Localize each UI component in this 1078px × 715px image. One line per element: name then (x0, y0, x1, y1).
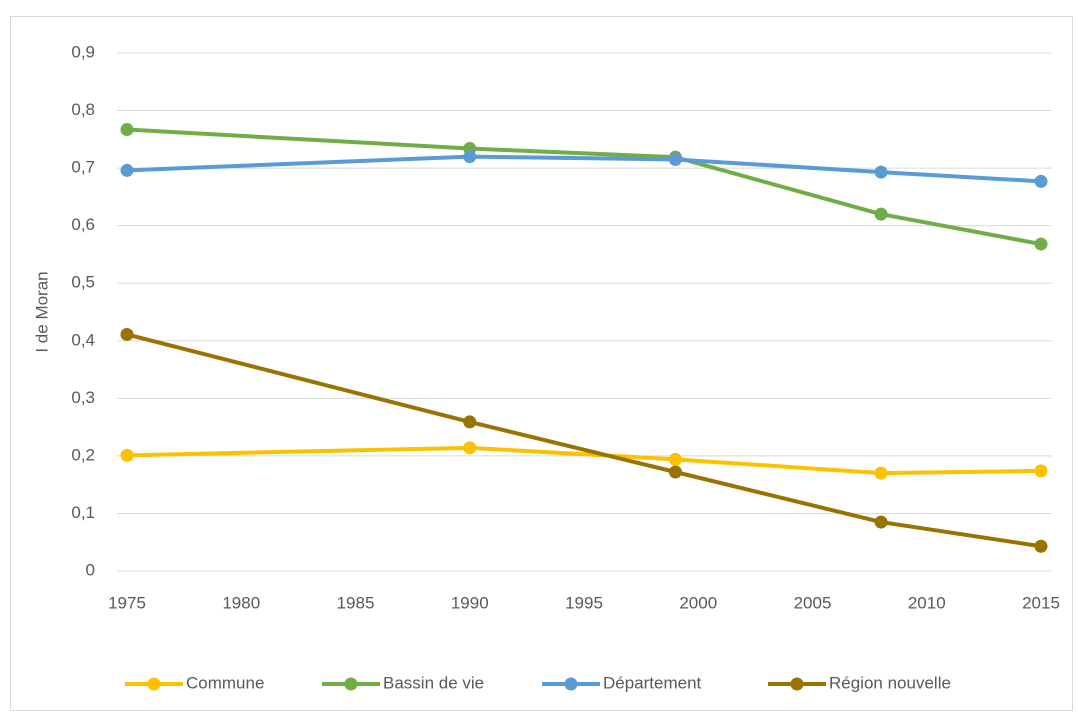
x-tick-label: 2010 (908, 593, 946, 612)
y-tick-label: 0 (86, 560, 95, 579)
data-point (1034, 464, 1048, 478)
legend-marker (564, 677, 578, 691)
legend-label: Commune (186, 673, 264, 692)
legend-label: Région nouvelle (829, 673, 951, 692)
y-tick-label: 0,1 (71, 503, 95, 522)
data-point (463, 415, 477, 429)
data-point (1034, 174, 1048, 188)
data-point (874, 515, 888, 529)
y-tick-label: 0,2 (71, 445, 95, 464)
x-tick-label: 2000 (679, 593, 717, 612)
data-point (668, 465, 682, 479)
data-point (874, 207, 888, 221)
data-point (463, 441, 477, 455)
legend-label: Département (603, 673, 702, 692)
x-tick-label: 1995 (565, 593, 603, 612)
data-point (120, 163, 134, 177)
y-axis-label: I de Moran (32, 271, 51, 352)
data-point (874, 466, 888, 480)
y-tick-label: 0,9 (71, 42, 95, 61)
x-tick-label: 2005 (794, 593, 832, 612)
y-tick-label: 0,8 (71, 100, 95, 119)
y-tick-label: 0,7 (71, 158, 95, 177)
x-tick-label: 1980 (222, 593, 260, 612)
data-point (668, 152, 682, 166)
x-tick-label: 1985 (337, 593, 375, 612)
legend-marker (147, 677, 161, 691)
y-tick-label: 0,5 (71, 273, 95, 292)
data-point (874, 165, 888, 179)
legend-marker (790, 677, 804, 691)
data-point (463, 150, 477, 164)
data-point (668, 452, 682, 466)
data-point (120, 327, 134, 341)
x-tick-label: 1975 (108, 593, 146, 612)
y-tick-label: 0,6 (71, 215, 95, 234)
y-tick-label: 0,3 (71, 388, 95, 407)
data-point (120, 448, 134, 462)
data-point (1034, 237, 1048, 251)
y-tick-label: 0,4 (71, 330, 95, 349)
legend-label: Bassin de vie (383, 673, 484, 692)
data-point (1034, 539, 1048, 553)
x-tick-label: 1990 (451, 593, 489, 612)
legend-marker (344, 677, 358, 691)
x-tick-label: 2015 (1022, 593, 1060, 612)
data-point (120, 123, 134, 137)
